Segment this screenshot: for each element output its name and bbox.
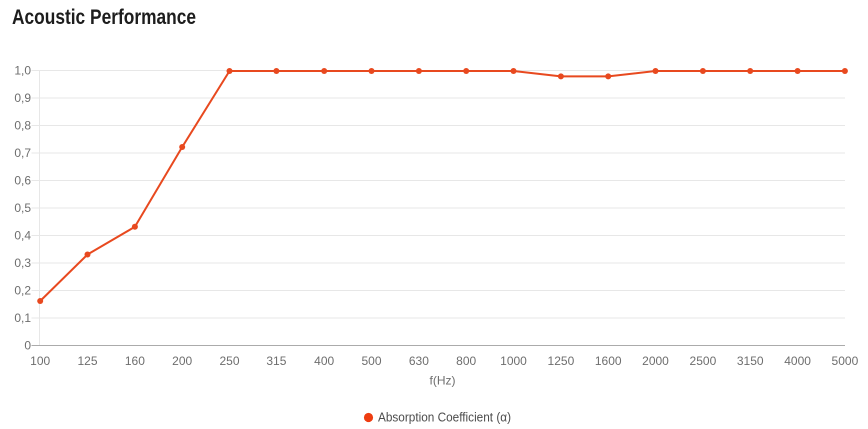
svg-text:160: 160	[125, 354, 145, 368]
svg-text:4000: 4000	[784, 354, 811, 368]
svg-text:315: 315	[266, 354, 286, 368]
svg-text:400: 400	[314, 354, 334, 368]
svg-text:500: 500	[361, 354, 381, 368]
svg-text:0,5: 0,5	[14, 201, 31, 215]
svg-text:f(Hz): f(Hz)	[430, 374, 456, 388]
svg-text:1000: 1000	[500, 354, 527, 368]
svg-text:Acoustic Performance: Acoustic Performance	[12, 6, 196, 29]
svg-text:2000: 2000	[642, 354, 669, 368]
svg-text:0,6: 0,6	[14, 174, 31, 188]
svg-text:630: 630	[409, 354, 429, 368]
svg-text:2500: 2500	[690, 354, 717, 368]
svg-text:0,4: 0,4	[14, 229, 31, 243]
svg-text:125: 125	[77, 354, 97, 368]
svg-text:5000: 5000	[832, 354, 859, 368]
svg-text:0,8: 0,8	[14, 119, 31, 133]
svg-text:0,3: 0,3	[14, 256, 31, 270]
svg-text:1600: 1600	[595, 354, 622, 368]
svg-text:0,2: 0,2	[14, 284, 31, 298]
svg-text:0,7: 0,7	[14, 146, 31, 160]
svg-text:3150: 3150	[737, 354, 764, 368]
svg-text:250: 250	[219, 354, 239, 368]
svg-text:100: 100	[30, 354, 50, 368]
svg-text:0: 0	[24, 339, 31, 353]
svg-text:200: 200	[172, 354, 192, 368]
svg-text:0,9: 0,9	[14, 91, 31, 105]
svg-text:0,1: 0,1	[14, 311, 31, 325]
svg-text:Absorption Coefficient (α): Absorption Coefficient (α)	[378, 411, 511, 425]
svg-text:800: 800	[456, 354, 476, 368]
svg-text:1250: 1250	[548, 354, 575, 368]
svg-text:1,0: 1,0	[14, 64, 31, 78]
